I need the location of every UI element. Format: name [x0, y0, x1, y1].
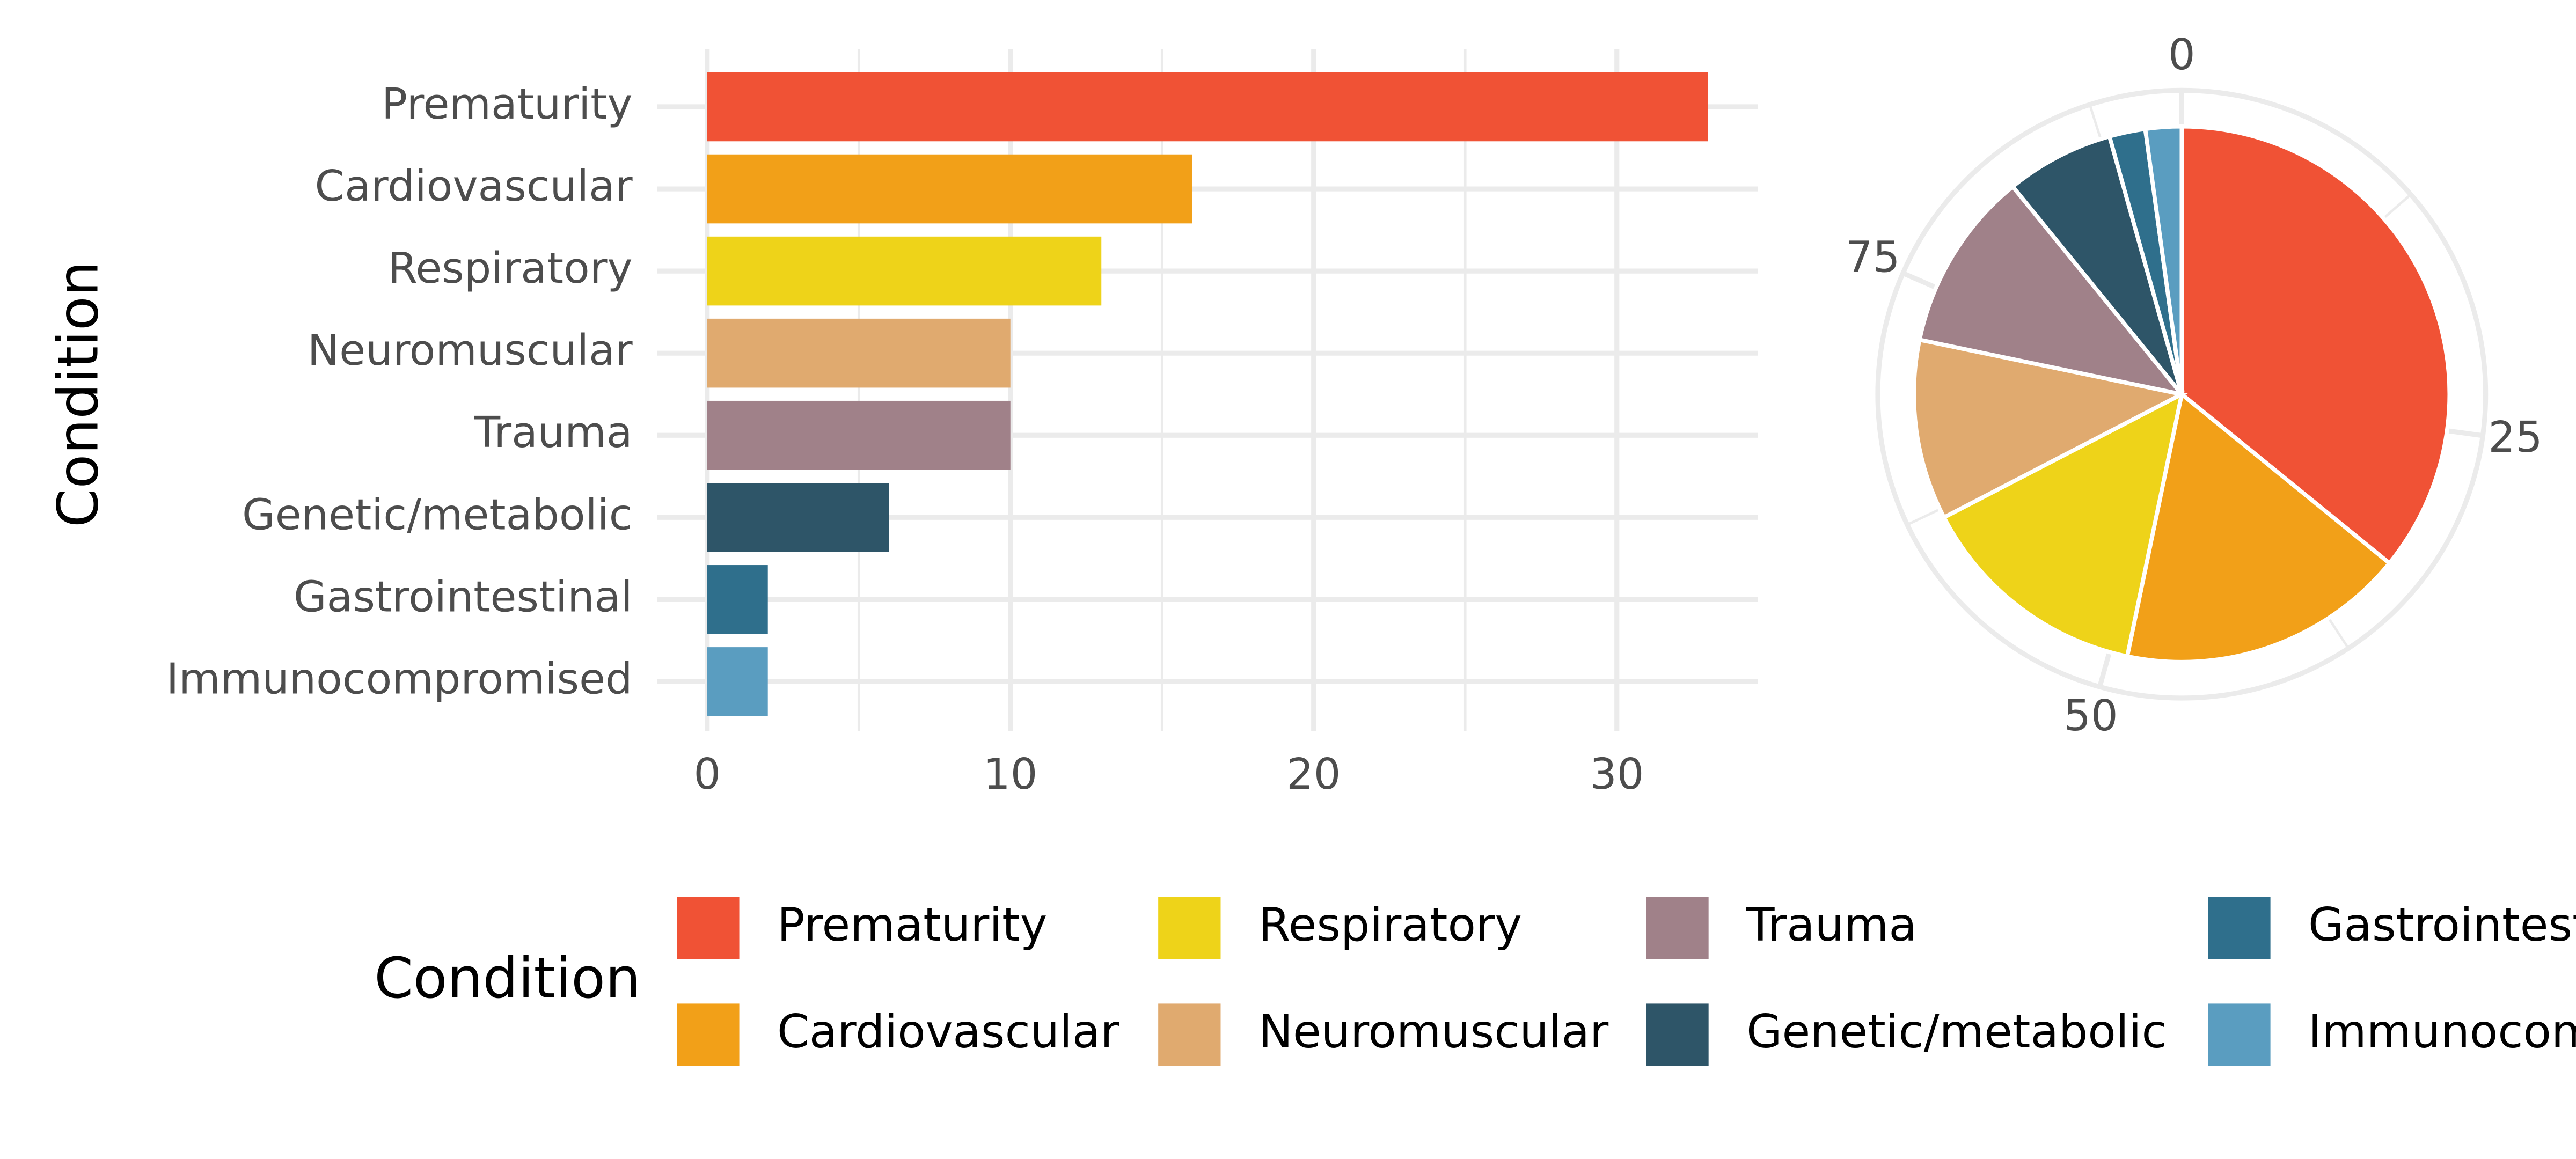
- legend-key: [677, 1003, 740, 1066]
- pie-slice: [2010, 134, 2184, 396]
- legend-key: [1158, 1003, 1221, 1066]
- bar: [707, 72, 1708, 142]
- y-axis-title: Condition: [45, 261, 111, 527]
- x-tick-label: 20: [1286, 749, 1341, 799]
- y-tick-label: Immunocompromised: [166, 654, 633, 703]
- pie-slice: [1912, 337, 2188, 520]
- bar: [707, 647, 768, 716]
- pie-slice: [1917, 184, 2187, 398]
- x-tick-label: 30: [1590, 749, 1644, 799]
- pie-slice: [2143, 124, 2184, 395]
- y-tick-label: Respiratory: [388, 243, 633, 293]
- y-tick-label: Genetic/metabolic: [242, 489, 633, 539]
- legend-label: Genetic/metabolic: [1746, 1005, 2167, 1059]
- y-tick-label: Gastrointestinal: [294, 571, 633, 621]
- bar: [707, 236, 1102, 306]
- theta-tick-label: 25: [2488, 412, 2542, 462]
- theta-tick-label: 75: [1846, 232, 1900, 282]
- y-tick-label: Cardiovascular: [315, 161, 633, 211]
- pie-slice: [1941, 390, 2185, 659]
- y-tick-label: Prematurity: [382, 79, 633, 129]
- theta-tick-label: 50: [2063, 691, 2118, 740]
- legend-label: Neuromuscular: [1258, 1005, 1609, 1059]
- legend-key: [1646, 1003, 1709, 1066]
- bar: [707, 483, 889, 552]
- legend-key: [677, 897, 740, 959]
- y-tick-label: Neuromuscular: [308, 325, 633, 375]
- y-tick-label: Trauma: [473, 407, 632, 457]
- legend-key: [1158, 897, 1221, 959]
- legend-title: Condition: [374, 945, 641, 1011]
- legend-key: [1646, 897, 1709, 959]
- bar: [707, 565, 768, 634]
- pie-slice: [2125, 390, 2392, 664]
- x-tick-label: 0: [693, 749, 721, 799]
- legend-label: Prematurity: [777, 898, 1048, 952]
- legend-label: Trauma: [1746, 898, 1917, 952]
- bar: [707, 318, 1011, 388]
- legend-label: Respiratory: [1258, 898, 1522, 952]
- pie-slice: [2179, 124, 2452, 566]
- legend-label: Cardiovascular: [777, 1005, 1119, 1059]
- bar: [707, 154, 1192, 224]
- x-tick-label: 10: [983, 749, 1037, 799]
- bar: [707, 400, 1011, 470]
- legend-label: Gastrointestinal: [2308, 898, 2576, 952]
- legend-key: [2208, 1003, 2271, 1066]
- theta-tick-label: 0: [2168, 30, 2196, 79]
- legend-key: [2208, 897, 2271, 959]
- legend-label: Immunocompromised: [2308, 1005, 2576, 1059]
